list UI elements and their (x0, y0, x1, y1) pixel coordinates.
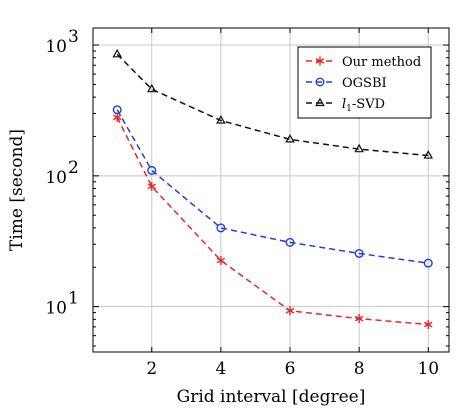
triangle-marker (146, 83, 157, 93)
triangle-marker (423, 150, 434, 159)
legend: Our method OGSBI l1-SVD (297, 46, 432, 119)
triangle-marker (285, 133, 295, 143)
y-tick-label: 10 (45, 37, 67, 57)
circle-marker (423, 258, 433, 268)
circle-marker (285, 237, 295, 247)
circle-marker (112, 105, 122, 115)
y-tick-exponent: 2 (68, 158, 79, 178)
legend-entry: Our method (306, 55, 421, 70)
x-axis-label: Grid interval [degree] (177, 387, 366, 407)
y-tick-exponent: 3 (68, 27, 79, 47)
triangle-marker (112, 48, 123, 58)
star-marker (285, 306, 295, 316)
circle-marker (354, 248, 364, 258)
triangle-marker (216, 115, 226, 124)
star-marker (424, 320, 433, 330)
legend-entry: OGSBI (306, 76, 387, 91)
circle-marker (216, 223, 226, 233)
series-line (116, 53, 429, 157)
triangle-marker (315, 97, 325, 107)
x-tick-label: 2 (146, 359, 157, 379)
star-marker (112, 112, 122, 122)
legend-entry: l1-SVD (306, 97, 385, 114)
series-line (116, 109, 429, 264)
y-tick-exponent: 1 (68, 289, 79, 309)
legend-label: Our method (342, 55, 421, 70)
y-axis-label: Time [second] (7, 129, 27, 251)
series-line (116, 117, 429, 326)
y-tick-label: 10 (45, 299, 67, 319)
star-marker (354, 314, 364, 324)
circle-marker (315, 77, 325, 87)
circle-marker (147, 165, 157, 175)
star-marker (315, 56, 325, 66)
y-tick-label: 10 (45, 168, 67, 188)
legend-label: OGSBI (342, 76, 387, 91)
series-0 (112, 112, 433, 330)
plot-frame (92, 27, 450, 353)
x-tick-label: 6 (285, 359, 296, 379)
star-marker (147, 181, 157, 191)
x-tick-label: 10 (417, 359, 439, 379)
x-tick-label: 8 (354, 359, 365, 379)
legend-label: l1-SVD (342, 97, 385, 114)
series-lines (112, 48, 434, 330)
x-tick-label: 4 (215, 359, 226, 379)
series-2 (112, 48, 434, 159)
triangle-marker (354, 143, 364, 153)
series-1 (112, 105, 433, 268)
star-marker (216, 256, 226, 266)
